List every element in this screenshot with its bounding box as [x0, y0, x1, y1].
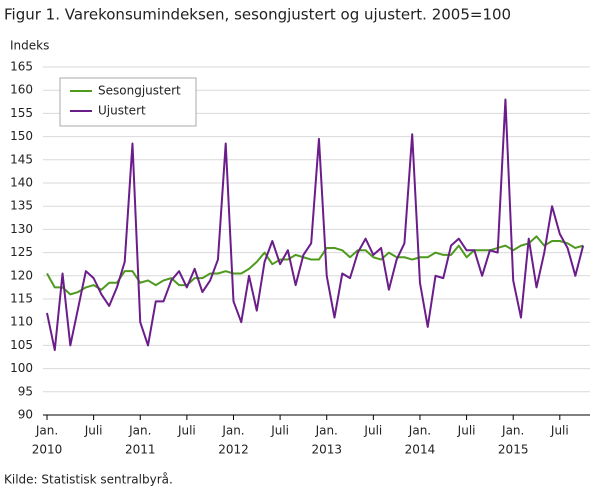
y-tick-label: 110 — [10, 315, 33, 329]
x-tick-label: Juli — [550, 424, 569, 438]
x-tick-label: Jan. — [221, 424, 244, 438]
y-tick-label: 125 — [10, 245, 33, 259]
y-tick-label: 150 — [10, 129, 33, 143]
series-line — [46, 98, 585, 352]
y-tick-label: 160 — [10, 83, 33, 97]
x-tick-label: Jan. — [35, 424, 58, 438]
x-tick-label: Juli — [177, 424, 196, 438]
y-tick-label: 115 — [10, 292, 33, 306]
x-tick-label: Jan. — [501, 424, 524, 438]
y-tick-label: 155 — [10, 106, 33, 120]
legend: Sesongjustert Ujustert — [59, 77, 197, 127]
x-year-label: 2014 — [405, 443, 436, 457]
x-year-label: 2015 — [498, 443, 529, 457]
x-year-label: 2011 — [125, 443, 156, 457]
y-tick-label: 90 — [18, 408, 33, 422]
y-axis-label: Indeks — [10, 39, 49, 53]
x-tick-label: Juli — [270, 424, 289, 438]
y-tick-label: 95 — [18, 384, 33, 398]
y-tick-label: 130 — [10, 222, 33, 236]
x-tick-label: Juli — [457, 424, 476, 438]
y-tick-label: 120 — [10, 268, 33, 282]
x-year-label: 2013 — [311, 443, 342, 457]
x-tick-label: Jan. — [128, 424, 151, 438]
x-tick-label: Jan. — [408, 424, 431, 438]
chart-title: Figur 1. Varekonsumindeksen, sesongjuste… — [4, 6, 511, 24]
y-tick-label: 105 — [10, 338, 33, 352]
x-year-label: 2012 — [218, 443, 249, 457]
legend-label: Ujustert — [98, 104, 146, 118]
x-tick-label: Jan. — [315, 424, 338, 438]
source: Kilde: Statistisk sentralbyrå. — [4, 473, 173, 487]
legend-label: Sesongjustert — [98, 84, 181, 98]
x-tick-label: Juli — [84, 424, 103, 438]
legend-box — [59, 77, 197, 127]
series-line — [46, 235, 584, 296]
y-tick-label: 145 — [10, 152, 33, 166]
y-tick-label: 100 — [10, 361, 33, 375]
y-tick-label: 135 — [10, 199, 33, 213]
y-tick-label: 140 — [10, 176, 33, 190]
y-tick-label: 165 — [10, 60, 33, 74]
x-year-label: 2010 — [32, 443, 63, 457]
x-tick-label: Juli — [363, 424, 382, 438]
